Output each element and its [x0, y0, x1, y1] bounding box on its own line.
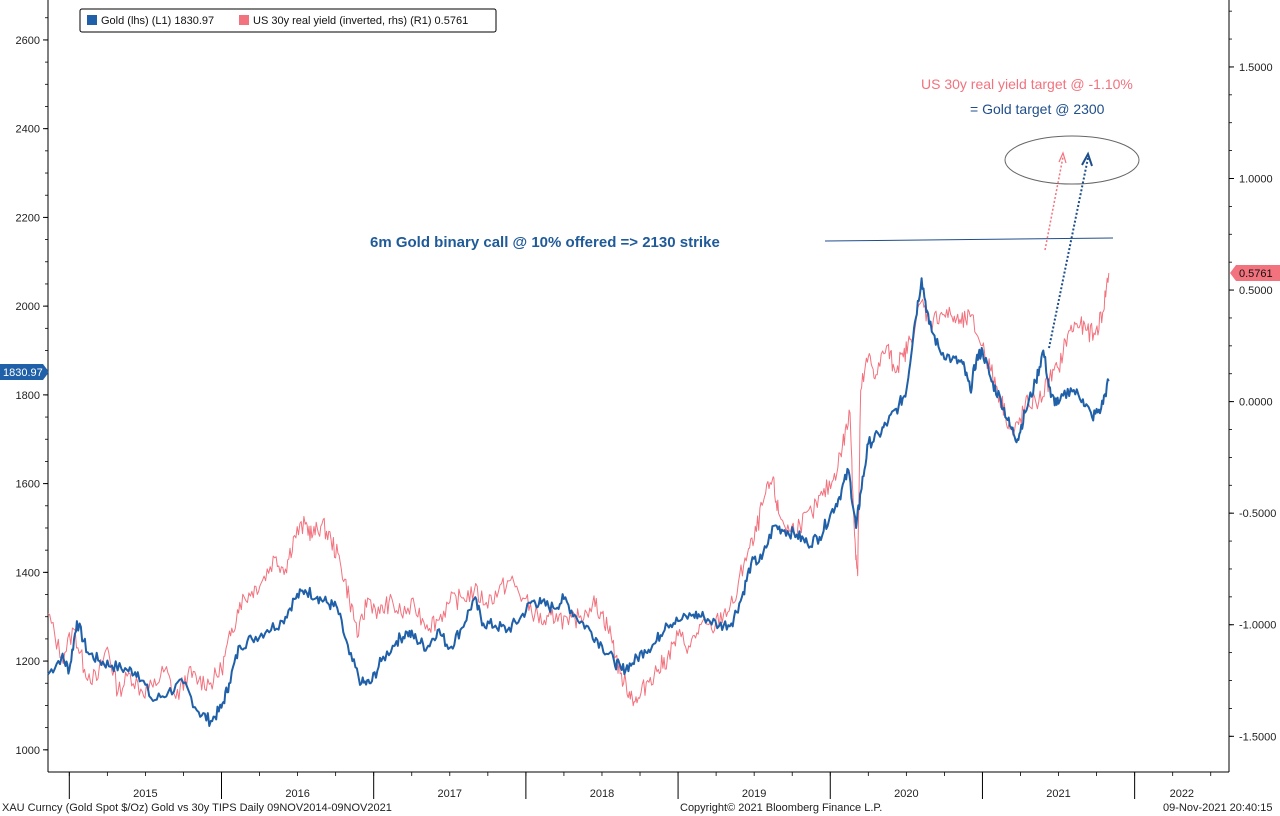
series-layer [47, 273, 1110, 727]
year-label: 2015 [133, 788, 157, 800]
left-tick-label: 2200 [16, 212, 40, 224]
year-label: 2016 [285, 788, 309, 800]
yield-target-arrowhead [1058, 151, 1067, 164]
footer-center: Copyright© 2021 Bloomberg Finance L.P. [680, 802, 882, 814]
yield-series-line [47, 273, 1110, 707]
legend: Gold (lhs) (L1) 1830.97 US 30y real yiel… [79, 8, 497, 33]
x-axis-ticks: 2015 2016 2017 2018 2019 2020 2021 2022 [68, 772, 1212, 800]
gold-last-value-tag: 1830.97 [0, 364, 49, 380]
left-tick-label: 2600 [16, 35, 40, 47]
right-tick-label: 1.5000 [1239, 62, 1273, 74]
target-ellipse [1004, 135, 1140, 185]
legend-swatch-yield [239, 15, 249, 25]
left-tick-label: 2000 [16, 301, 40, 313]
year-label: 2019 [742, 788, 766, 800]
year-label: 2022 [1170, 788, 1194, 800]
legend-label-yield: US 30y real yield (inverted, rhs) (R1) 0… [253, 15, 468, 27]
gold-target-annotation: = Gold target @ 2300 [970, 101, 1105, 117]
gold-series-line [47, 277, 1110, 727]
gold-target-arrowhead [1081, 151, 1093, 167]
footer-left: XAU Curncy (Gold Spot $/Oz) Gold vs 30y … [2, 802, 392, 814]
left-tick-label: 1400 [16, 567, 40, 579]
right-tick-label: 0.5000 [1239, 285, 1273, 297]
year-label: 2021 [1046, 788, 1070, 800]
year-label: 2017 [438, 788, 462, 800]
year-label: 2020 [894, 788, 918, 800]
right-tick-label: 1.0000 [1239, 173, 1273, 185]
right-tick-label: -0.5000 [1239, 508, 1276, 520]
gold-target-arrow [1048, 157, 1089, 349]
left-tick-label: 1800 [16, 390, 40, 402]
right-axis-ticks: 1.5000 1.0000 0.5000 0.0000 -0.5000 -1.0000 -1… [1229, 10, 1276, 743]
left-axis-ticks: 1000 1200 1400 1600 1800 2000 2200 2400 2600 [16, 17, 48, 757]
yield-target-annotation: US 30y real yield target @ -1.10% [921, 76, 1133, 92]
footer-right: 09-Nov-2021 20:40:15 [1163, 802, 1272, 814]
left-tick-label: 1600 [16, 479, 40, 491]
yield-target-arrow [1044, 156, 1064, 251]
right-tick-label: -1.0000 [1239, 620, 1276, 632]
legend-label-gold: Gold (lhs) (L1) 1830.97 [101, 15, 214, 27]
gold-last-value-bg [0, 364, 49, 380]
left-tick-label: 2400 [16, 124, 40, 136]
gold-last-value-label: 1830.97 [3, 367, 43, 379]
right-tick-label: -1.5000 [1239, 731, 1276, 743]
yield-last-value-label: 0.5761 [1239, 268, 1273, 280]
strike-line [824, 237, 1114, 242]
yield-last-value-tag: 0.5761 [1230, 265, 1280, 281]
left-tick-label: 1000 [16, 745, 40, 757]
right-tick-label: 0.0000 [1239, 397, 1273, 409]
legend-swatch-gold [87, 15, 97, 25]
yield-last-value-bg [1230, 265, 1280, 281]
year-label: 2018 [590, 788, 614, 800]
left-tick-label: 1200 [16, 656, 40, 668]
legend-box [79, 8, 497, 33]
binary-call-annotation: 6m Gold binary call @ 10% offered => 213… [370, 234, 720, 251]
